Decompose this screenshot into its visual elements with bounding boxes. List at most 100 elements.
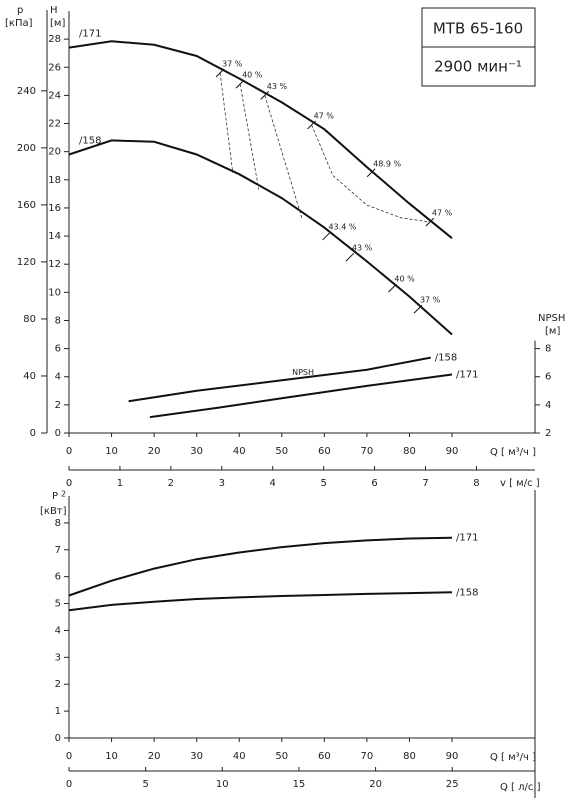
y-tick-label: 26 [48, 62, 61, 73]
curve [128, 356, 431, 403]
x-tick-label: 70 [361, 751, 374, 762]
x2-label: v [ м/с ] [500, 478, 540, 489]
y-tick-label: 16 [48, 203, 61, 214]
h-unit: [м] [50, 18, 65, 29]
x2-tick-label: 4 [270, 478, 276, 489]
curve-label: /158 [435, 353, 457, 364]
x-tick-label: 10 [105, 751, 118, 762]
y-tick-label: 20 [48, 147, 61, 158]
efficiency-line [311, 124, 430, 223]
curve-label: /171 [79, 29, 101, 40]
y-tick-label: 10 [48, 287, 61, 298]
annotation: 47 % [314, 111, 335, 120]
efficiency-mark [307, 120, 316, 130]
y-tick-label: 24 [48, 90, 61, 101]
efficiency-line [239, 84, 260, 190]
annotation: 37 % [420, 296, 441, 305]
y-tick-label: 14 [48, 231, 61, 242]
efficiency-mark [235, 79, 245, 89]
y-tick-label: 18 [48, 175, 61, 186]
p-label: p [17, 5, 23, 16]
y-tick-label: 3 [55, 652, 61, 663]
p-tick-label: 240 [17, 86, 36, 97]
x2-tick-label: 10 [216, 779, 229, 790]
efficiency-mark [215, 68, 225, 78]
x2-tick-label: 15 [293, 779, 306, 790]
x-tick-label: 50 [275, 751, 288, 762]
x-tick-label: 60 [318, 751, 331, 762]
y-tick-label: 7 [55, 545, 61, 556]
x2-tick-label: 20 [369, 779, 382, 790]
y-tick-label: 28 [48, 34, 61, 45]
p-tick-label: 160 [17, 200, 36, 211]
annotation: 47 % [432, 209, 453, 218]
p-tick-label: 80 [23, 314, 36, 325]
curve [68, 139, 453, 336]
p-tick-label: 120 [17, 257, 36, 268]
annotation: 40 % [394, 275, 415, 284]
x2-tick-label: 5 [142, 779, 148, 790]
y-tick-label: 5 [55, 599, 61, 610]
efficiency-mark [345, 252, 355, 262]
curve [68, 40, 453, 239]
p-tick-label: 0 [30, 428, 36, 439]
efficiency-mark [260, 91, 270, 100]
y2-tick-label: 6 [545, 372, 551, 383]
x2-label: Q [ л/с ] [500, 782, 541, 793]
p2-unit: [кВт] [40, 506, 67, 517]
x-tick-label: 90 [446, 446, 459, 457]
y-tick-label: 0 [55, 733, 61, 744]
x-tick-label: 0 [66, 446, 72, 457]
efficiency-mark [425, 217, 435, 227]
y-tick-label: 6 [55, 572, 61, 583]
curve [149, 373, 453, 419]
y-tick-label: 2 [55, 400, 61, 411]
curve-label: /158 [456, 587, 478, 598]
y-tick-label: 8 [55, 518, 61, 529]
x2-tick-label: 25 [446, 779, 459, 790]
curve-label: /171 [456, 369, 478, 380]
x2-tick-label: 3 [219, 478, 225, 489]
x-tick-label: 70 [361, 446, 374, 457]
p2-label: P [52, 491, 58, 502]
x2-tick-label: 2 [168, 478, 174, 489]
x-tick-label: 20 [148, 751, 161, 762]
annotation: 43 % [352, 244, 373, 253]
x2-tick-label: 8 [473, 478, 479, 489]
annotation: 48.9 % [373, 159, 401, 168]
curve [68, 591, 453, 612]
efficiency-mark [366, 168, 376, 178]
npsh-label: NPSH [538, 313, 565, 324]
annotation: 40 % [242, 71, 263, 80]
x2-tick-label: 7 [422, 478, 428, 489]
x-tick-label: 90 [446, 751, 459, 762]
efficiency-line [264, 95, 303, 218]
x2-tick-label: 0 [66, 478, 72, 489]
curve-label: /171 [456, 533, 478, 544]
x-tick-label: 60 [318, 446, 331, 457]
x-tick-label: 20 [148, 446, 161, 457]
y2-tick-label: 8 [545, 344, 551, 355]
x-tick-label: 30 [190, 751, 203, 762]
y-tick-label: 4 [55, 372, 61, 383]
annotation: 43.4 % [328, 223, 356, 232]
y-tick-label: 1 [55, 706, 61, 717]
y-tick-label: 4 [55, 625, 61, 636]
x2-tick-label: 6 [371, 478, 377, 489]
x-tick-label: 10 [105, 446, 118, 457]
efficiency-line [219, 72, 234, 173]
x-tick-label: 40 [233, 751, 246, 762]
x-tick-label: 40 [233, 446, 246, 457]
chart-title: MTB 65-160 [433, 20, 523, 38]
x-label: Q [ м³/ч ] [490, 752, 536, 763]
y-tick-label: 6 [55, 344, 61, 355]
annotation: NPSH [292, 368, 314, 377]
p2-sub: 2 [61, 490, 66, 499]
x2-tick-label: 0 [66, 779, 72, 790]
y-tick-label: 12 [48, 259, 61, 270]
npsh-unit: [м] [545, 326, 560, 337]
y-tick-label: 0 [55, 428, 61, 439]
x-tick-label: 50 [275, 446, 288, 457]
x-tick-label: 80 [403, 751, 416, 762]
